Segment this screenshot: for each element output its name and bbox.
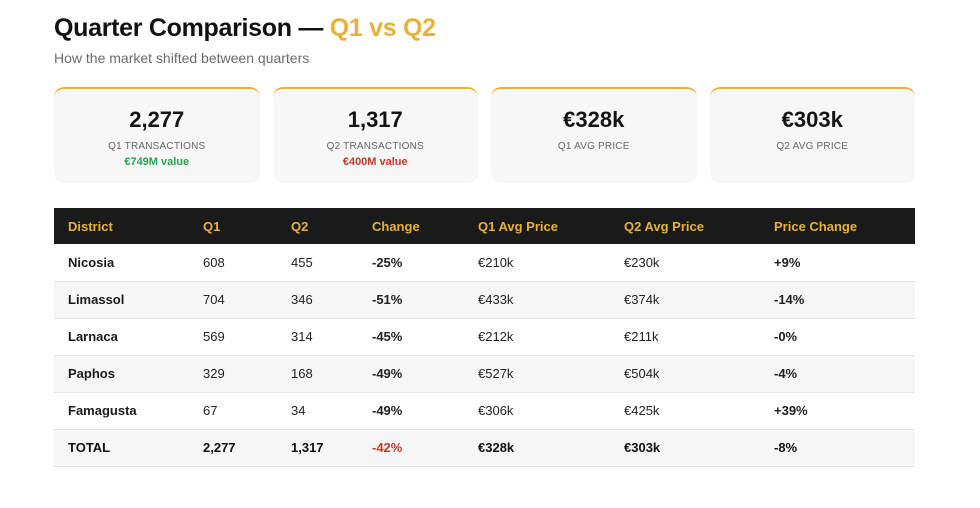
cell-q1: 2,277 [189, 429, 277, 467]
cell-q1-avg-price: €328k [464, 429, 610, 467]
column-header-q2: Q2 [277, 208, 358, 244]
cell-q1-avg-price: €527k [464, 355, 610, 393]
cell-change: -51% [358, 281, 464, 319]
cell-q2: 455 [277, 244, 358, 282]
cell-q1: 704 [189, 281, 277, 319]
column-header-q1-avg-price: Q1 Avg Price [464, 208, 610, 244]
cell-district: Famagusta [54, 392, 189, 430]
cell-q2-avg-price: €230k [610, 244, 760, 282]
title-accent: Q1 vs Q2 [329, 14, 436, 42]
card-label: Q2 AVG PRICE [776, 141, 849, 152]
cell-q2-avg-price: €374k [610, 281, 760, 319]
cell-change: -25% [358, 244, 464, 282]
page-subtitle: How the market shifted between quarters [54, 50, 310, 66]
table-total-row: TOTAL 2,277 1,317 -42% €328k €303k -8% [54, 429, 915, 467]
summary-card-q2-avg-price: €303k Q2 AVG PRICE [709, 87, 915, 183]
cell-q1: 569 [189, 318, 277, 356]
cell-q1: 329 [189, 355, 277, 393]
table-row: Famagusta 67 34 -49% €306k €425k +39% [54, 392, 915, 430]
cell-district: Larnaca [54, 318, 189, 356]
cell-q2: 168 [277, 355, 358, 393]
summary-card-q1-avg-price: €328k Q1 AVG PRICE [491, 87, 697, 183]
cell-q1-avg-price: €212k [464, 318, 610, 356]
column-header-q2-avg-price: Q2 Avg Price [610, 208, 760, 244]
cell-district: Nicosia [54, 244, 189, 282]
cell-price-change: -8% [760, 429, 915, 467]
cell-q2: 1,317 [277, 429, 358, 467]
cell-price-change: +9% [760, 244, 915, 282]
column-header-q1: Q1 [189, 208, 277, 244]
column-header-district: District [54, 208, 189, 244]
cell-q1-avg-price: €306k [464, 392, 610, 430]
cell-q1: 608 [189, 244, 277, 282]
table-row: Nicosia 608 455 -25% €210k €230k +9% [54, 244, 915, 282]
district-comparison-table: District Q1 Q2 Change Q1 Avg Price Q2 Av… [54, 208, 915, 467]
cell-q2-avg-price: €504k [610, 355, 760, 393]
cell-q2-avg-price: €303k [610, 429, 760, 467]
cell-q2: 34 [277, 392, 358, 430]
table-header-row: District Q1 Q2 Change Q1 Avg Price Q2 Av… [54, 208, 915, 244]
page-header: Quarter Comparison — Q1 vs Q2 How the ma… [54, 12, 436, 66]
column-header-change: Change [358, 208, 464, 244]
table-row: Larnaca 569 314 -45% €212k €211k -0% [54, 318, 915, 356]
column-header-price-change: Price Change [760, 208, 915, 244]
cell-district: TOTAL [54, 429, 189, 467]
cell-district: Paphos [54, 355, 189, 393]
cell-q2: 346 [277, 281, 358, 319]
summary-card-q2-transactions: 1,317 Q2 TRANSACTIONS €400M value [272, 87, 478, 183]
card-subvalue: €749M value [124, 156, 190, 168]
cell-q2-avg-price: €425k [610, 392, 760, 430]
summary-cards: 2,277 Q1 TRANSACTIONS €749M value 1,317 … [54, 87, 915, 183]
card-label: Q1 TRANSACTIONS [108, 141, 206, 152]
summary-card-q1-transactions: 2,277 Q1 TRANSACTIONS €749M value [54, 87, 260, 183]
table-row: Paphos 329 168 -49% €527k €504k -4% [54, 355, 915, 393]
cell-change: -45% [358, 318, 464, 356]
card-value: €303k [781, 107, 843, 132]
cell-change: -42% [358, 429, 464, 467]
cell-price-change: +39% [760, 392, 915, 430]
cell-price-change: -0% [760, 318, 915, 356]
cell-district: Limassol [54, 281, 189, 319]
cell-price-change: -4% [760, 355, 915, 393]
cell-q1-avg-price: €433k [464, 281, 610, 319]
cell-q1-avg-price: €210k [464, 244, 610, 282]
card-label: Q1 AVG PRICE [557, 141, 630, 152]
card-value: 1,317 [347, 107, 403, 132]
card-subvalue: €400M value [342, 156, 408, 168]
card-value: 2,277 [129, 107, 185, 132]
cell-change: -49% [358, 355, 464, 393]
table-row: Limassol 704 346 -51% €433k €374k -14% [54, 281, 915, 319]
card-label: Q2 TRANSACTIONS [326, 141, 424, 152]
cell-q1: 67 [189, 392, 277, 430]
cell-q2-avg-price: €211k [610, 318, 760, 356]
title-main: Quarter Comparison — [54, 14, 324, 42]
cell-change: -49% [358, 392, 464, 430]
card-value: €328k [563, 107, 625, 132]
page-title: Quarter Comparison — Q1 vs Q2 [54, 12, 436, 44]
cell-price-change: -14% [760, 281, 915, 319]
cell-q2: 314 [277, 318, 358, 356]
